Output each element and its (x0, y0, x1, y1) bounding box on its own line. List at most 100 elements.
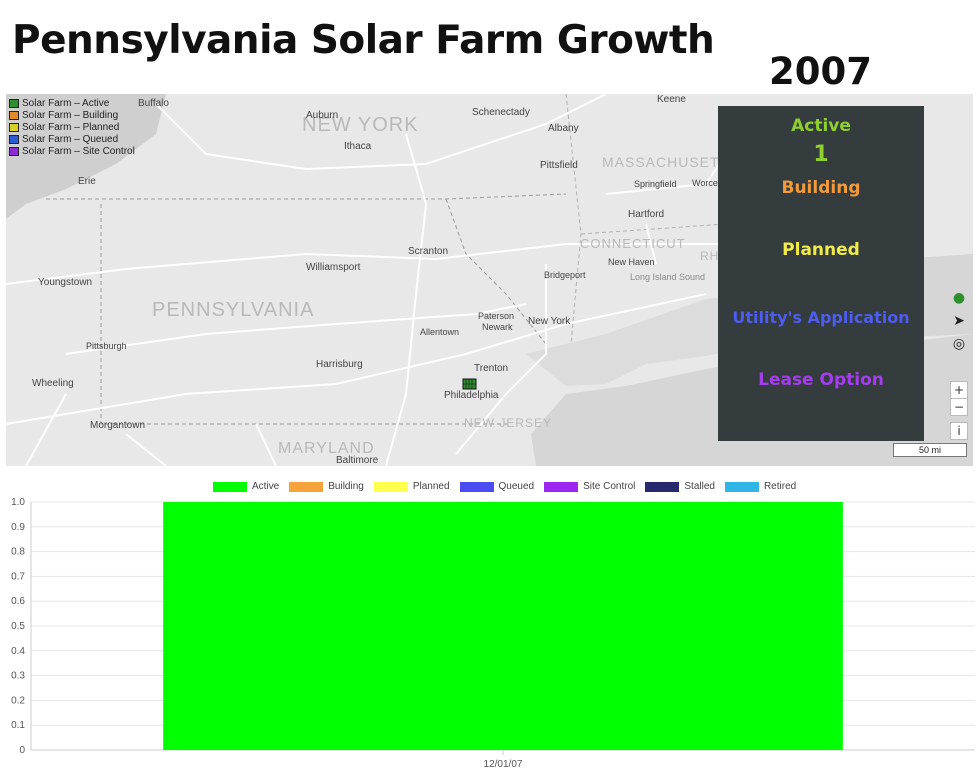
y-tick-label: 0.7 (11, 571, 25, 582)
city-label: Harrisburg (316, 359, 363, 370)
city-label: Keene (657, 94, 686, 105)
map-pin-icon[interactable]: ● (952, 290, 966, 306)
city-label: Worcester (692, 178, 733, 188)
chart-legend-swatch (645, 481, 680, 492)
zoom-in-button[interactable]: + (950, 381, 968, 399)
city-label: Youngstown (38, 277, 93, 288)
locate-me-icon[interactable]: ◎ (952, 336, 966, 352)
planned-label: Planned (782, 240, 860, 260)
zoom-out-button[interactable]: − (950, 398, 968, 416)
chart-plot: 0 0.1 0.2 0.3 0.4 0.5 0.6 0.7 0.8 0.9 1.0 12/01/07 (11, 497, 975, 770)
city-label: Williamsport (306, 262, 361, 273)
chart-legend-label: Stalled (684, 481, 715, 492)
active-label: Active (791, 116, 851, 136)
solar-panel-icon (9, 110, 19, 120)
state-label: NEW YORK (302, 114, 419, 136)
state-label: CONNECTICUT (580, 236, 686, 251)
chart-legend-item[interactable]: Retired (724, 481, 797, 492)
chart-legend-item[interactable]: Planned (373, 481, 450, 492)
city-label: Bridgeport (544, 270, 586, 280)
y-tick-label: 0.2 (11, 695, 25, 706)
chart-legend-item[interactable]: Queued (459, 481, 535, 492)
chart-legend-item[interactable]: Active (213, 481, 279, 492)
building-label: Building (781, 178, 861, 198)
chart-legend-swatch (289, 481, 324, 492)
map-legend-label: Solar Farm – Planned (22, 121, 120, 133)
y-tick-label: 1.0 (11, 497, 25, 508)
city-label: Morgantown (90, 420, 146, 431)
city-label: Newark (482, 322, 513, 332)
info-button[interactable]: i (950, 422, 968, 440)
y-tick-label: 0.9 (11, 522, 25, 533)
page-title: Pennsylvania Solar Farm Growth (12, 18, 715, 63)
chart-legend-label: Queued (498, 481, 535, 492)
map-legend-label: Solar Farm – Active (22, 97, 110, 109)
application-label: Utility's Application (732, 308, 910, 327)
city-label: Springfield (634, 179, 677, 189)
water-label: Long Island Sound (630, 272, 706, 282)
state-label: MASSACHUSETTS (602, 154, 740, 170)
map-legend-label: Solar Farm – Building (22, 109, 119, 121)
city-label: New York (528, 316, 571, 327)
y-tick-label: 0.4 (11, 646, 25, 657)
chart-legend-item[interactable]: Site Control (544, 481, 635, 492)
map-legend: Solar Farm – Active Solar Farm – Buildin… (9, 97, 135, 157)
chart-legend-swatch (373, 481, 408, 492)
city-label: Allentown (420, 327, 460, 337)
solar-panel-icon (9, 98, 19, 108)
city-label: Scranton (408, 246, 449, 257)
y-tick-label: 0.6 (11, 596, 25, 607)
city-label: Buffalo (138, 98, 169, 109)
chart-legend-label: Building (328, 481, 364, 492)
city-label: Erie (78, 176, 96, 187)
y-tick-label: 0.5 (11, 621, 25, 632)
y-tick-label: 0.8 (11, 547, 25, 558)
city-label: New Haven (608, 257, 655, 267)
chart-legend-label: Planned (412, 481, 450, 492)
year-label: 2007 (769, 50, 872, 93)
solar-panel-icon (9, 122, 19, 132)
chart-legend-label: Active (252, 481, 280, 492)
city-label: Albany (548, 123, 579, 134)
status-panel: Active 1 Building Planned Utility's Appl… (718, 106, 924, 441)
map-legend-item: Solar Farm – Planned (9, 121, 135, 133)
navigate-arrow-icon[interactable]: ➤ (953, 313, 965, 329)
solar-panel-icon (9, 146, 19, 156)
chart-legend-label: Site Control (583, 481, 636, 492)
chart-legend-item[interactable]: Building (289, 481, 364, 492)
city-label: Trenton (474, 363, 509, 374)
chart-legend: Active Building Planned Queued Site Control S… (213, 481, 806, 492)
map-legend-label: Solar Farm – Queued (22, 133, 119, 145)
x-tick-label: 12/01/07 (484, 759, 523, 770)
map-legend-item: Solar Farm – Active (9, 97, 135, 109)
city-label: Pittsburgh (86, 341, 127, 351)
bar-active[interactable] (163, 502, 843, 750)
chart-legend-swatch (544, 481, 579, 492)
city-label: Wheeling (32, 378, 74, 389)
active-count: 1 (813, 142, 829, 167)
map-legend-item: Solar Farm – Site Control (9, 145, 135, 157)
city-label: Hartford (628, 209, 665, 220)
chart-legend-swatch (459, 481, 494, 492)
map-legend-label: Solar Farm – Site Control (22, 145, 135, 157)
chart-legend-swatch (724, 481, 759, 492)
solar-panel-icon (9, 134, 19, 144)
state-label: PENNSYLVANIA (152, 299, 315, 321)
map-legend-item: Solar Farm – Queued (9, 133, 135, 145)
chart-legend-swatch (213, 481, 247, 492)
lease-label: Lease Option (758, 370, 884, 390)
bar-chart: 0 0.1 0.2 0.3 0.4 0.5 0.6 0.7 0.8 0.9 1.0 12/01/07 … (0, 478, 979, 770)
chart-legend-label: Retired (763, 481, 797, 492)
city-label: Baltimore (336, 455, 379, 466)
y-tick-label: 0 (19, 745, 25, 756)
map-scale: 50 mi (893, 443, 967, 457)
state-label: MARYLAND (278, 440, 375, 457)
chart-legend-item[interactable]: Stalled (645, 481, 715, 492)
city-label: Ithaca (344, 141, 372, 152)
city-label: Philadelphia (444, 390, 499, 401)
city-label: Auburn (306, 110, 339, 121)
map-legend-item: Solar Farm – Building (9, 109, 135, 121)
state-label: NEW JERSEY (464, 416, 553, 430)
city-label: Schenectady (472, 107, 530, 118)
y-tick-label: 0.1 (11, 720, 25, 731)
